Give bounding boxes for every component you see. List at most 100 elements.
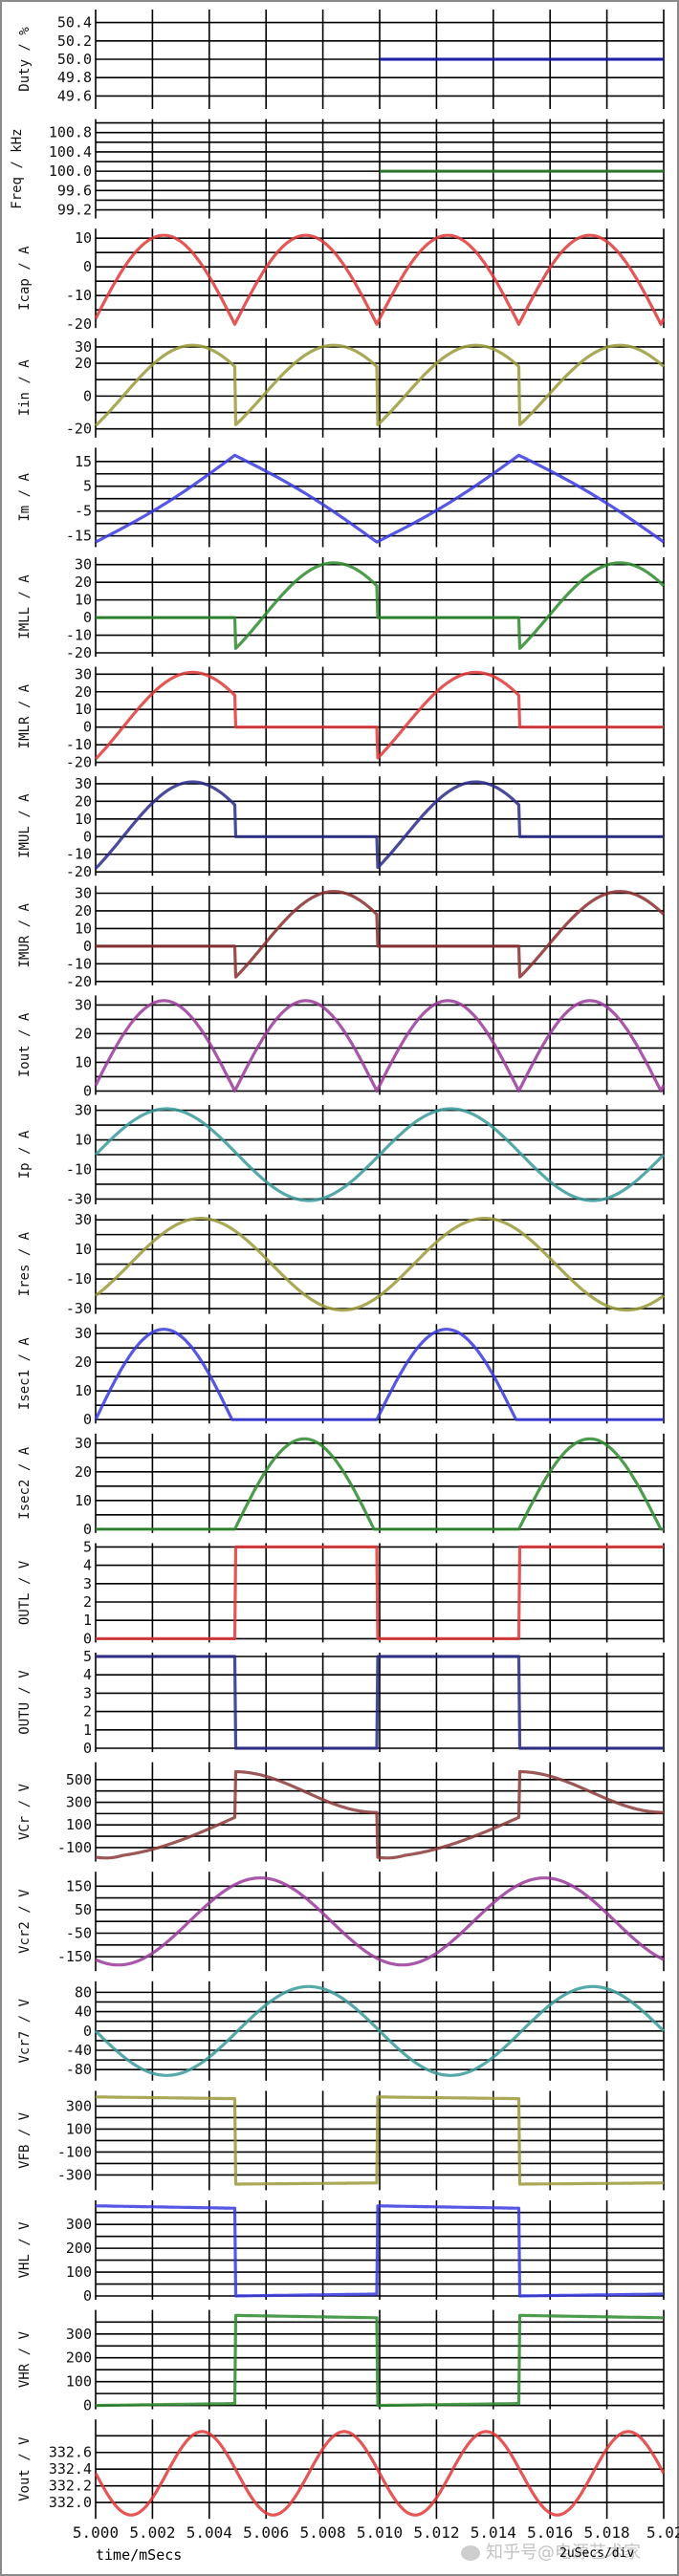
y-axis-label: IMUL / A [17, 793, 33, 858]
y-tick-label: 100 [66, 2263, 92, 2281]
x-tick-label: 5.008 [300, 2523, 346, 2542]
wechat-icon [461, 2545, 480, 2561]
waveform-trace [95, 1437, 665, 1531]
y-tick-label: 30 [75, 996, 92, 1013]
y-axis-label: Iout / A [17, 1012, 33, 1077]
panel-vhr: 300 200 100 0 VHR / V [17, 2309, 665, 2414]
y-tick-label: 500 [66, 1771, 92, 1788]
y-tick-label: 10 [75, 701, 92, 718]
y-axis-label: Isec1 / A [17, 1337, 33, 1410]
y-tick-label: 0 [83, 719, 92, 736]
watermark-text: 知乎号@电源艺术家 [486, 2543, 641, 2563]
y-tick-label: 5 [83, 478, 92, 495]
panel-isec1: 30 20 10 0 Isec1 / A [17, 1324, 665, 1428]
y-tick-label: 30 [75, 665, 92, 682]
y-axis-label: Vout / V [17, 2436, 33, 2501]
y-tick-label: 4 [83, 1557, 92, 1574]
y-tick-label: -20 [66, 754, 92, 771]
y-tick-label: 10 [75, 1492, 92, 1509]
y-tick-label: -10 [66, 1160, 92, 1178]
y-tick-label: -10 [66, 287, 92, 304]
y-tick-label: -30 [66, 1300, 92, 1317]
x-tick-label: 5.016 [527, 2523, 573, 2542]
y-axis-label: Duty / % [17, 27, 33, 92]
y-tick-label: 30 [75, 1435, 92, 1452]
y-axis-label: Icap / A [17, 246, 33, 311]
panel-duty: 50.450.250.049.849.6 Duty / % [17, 10, 665, 109]
waveform-trace [94, 1107, 666, 1202]
y-tick-label: 0 [83, 1082, 92, 1099]
y-tick-label: 100 [66, 2120, 92, 2137]
waveform-trace [95, 2095, 665, 2186]
y-tick-label: 0 [83, 1740, 92, 1757]
waveform-trace [95, 1545, 665, 1640]
y-tick-label: 0 [83, 1521, 92, 1538]
waveform-trace [94, 1328, 665, 1421]
y-tick-label: 20 [75, 1025, 92, 1042]
y-tick-label: 0 [83, 609, 92, 626]
y-tick-label: -5 [75, 503, 92, 520]
y-axis-label: OUTU / V [17, 1670, 33, 1735]
y-tick-label: -100 [57, 1839, 92, 1856]
y-axis-label: Vcr2 / V [17, 1889, 33, 1954]
y-tick-label: 2 [83, 1593, 92, 1611]
waveform-trace [95, 2204, 665, 2298]
y-tick-label: 100 [66, 1816, 92, 1833]
y-tick-label: 49.8 [57, 69, 92, 86]
y-tick-label: -100 [57, 2143, 92, 2160]
y-tick-label: 40 [75, 2003, 92, 2021]
panel-vhl: 300 200 100 0 VHL / V [17, 2200, 665, 2305]
y-tick-label: 30 [75, 556, 92, 574]
x-tick-label: 5.002 [129, 2523, 175, 2542]
waveform-trace [95, 453, 665, 544]
y-tick-label: 0 [83, 2023, 92, 2040]
y-tick-label: 10 [75, 811, 92, 828]
y-axis-label: VCr / V [17, 1784, 33, 1841]
y-tick-label: 300 [66, 2097, 92, 2114]
y-tick-label: 1 [83, 1612, 92, 1629]
y-tick-label: -50 [66, 1925, 92, 1942]
y-tick-label: -20 [66, 644, 92, 661]
panel-outu: 543 210 OUTU / V [17, 1648, 665, 1757]
y-axis-label: VHR / V [17, 2331, 33, 2389]
y-tick-label: 100.0 [49, 162, 92, 180]
y-tick-label: 50.0 [57, 51, 92, 68]
waveform-trace [94, 233, 666, 326]
y-axis-label: IMLR / A [17, 683, 33, 748]
y-tick-label: 10 [75, 1132, 92, 1149]
y-tick-label: -15 [66, 528, 92, 545]
y-tick-label: -30 [66, 1190, 92, 1207]
y-tick-label: -20 [66, 315, 92, 333]
y-tick-label: 3 [83, 1575, 92, 1592]
y-axis-label: IMUR / A [17, 903, 33, 968]
y-tick-label: -10 [66, 627, 92, 644]
watermark: 知乎号@电源艺术家 [461, 2539, 641, 2564]
waveform-trace [95, 561, 666, 650]
y-tick-label: 10 [75, 1241, 92, 1258]
panel-ip: 30 10 -10 -30 Ip / A [17, 1102, 666, 1207]
panel-ires: 30 10 -10 -30 Ires / A [17, 1211, 665, 1317]
y-tick-label: 332.6 [49, 2444, 92, 2461]
y-tick-label: 20 [75, 902, 92, 920]
y-tick-label: 49.6 [57, 87, 92, 104]
y-tick-label: 20 [75, 1463, 92, 1481]
y-tick-label: 300 [66, 2326, 92, 2343]
y-tick-label: 300 [66, 1794, 92, 1811]
y-tick-label: 200 [66, 2349, 92, 2367]
y-tick-label: -10 [66, 1270, 92, 1288]
y-axis-label: Ip / A [17, 1130, 33, 1179]
panel-vcr2: 150 50 -50 -150 Vcr2 / V [17, 1872, 665, 1972]
waveform-trace [95, 1217, 665, 1312]
y-tick-label: 0 [83, 828, 92, 845]
y-axis-label: VHL / V [17, 2221, 33, 2279]
y-tick-label: 100 [66, 2373, 92, 2391]
y-tick-label: 80 [75, 1983, 92, 2001]
y-tick-label: 20 [75, 1353, 92, 1371]
